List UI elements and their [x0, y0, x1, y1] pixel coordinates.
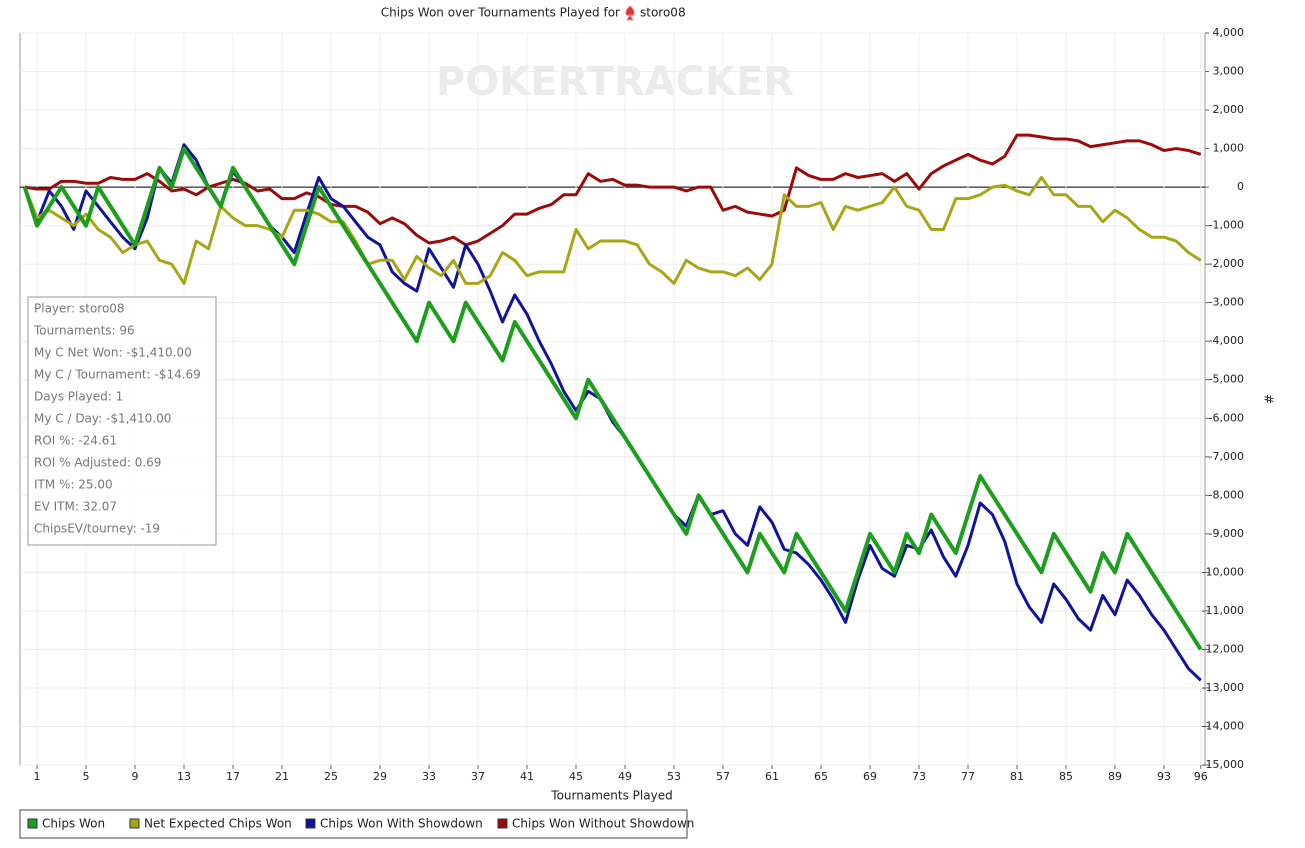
y-tick-label: -11,000 [1202, 604, 1244, 617]
y-tick-label: -2,000 [1209, 257, 1244, 270]
y-tick-label: -15,000 [1202, 758, 1244, 771]
series-line [22, 146, 1203, 651]
legend-swatch [305, 818, 316, 829]
stat-line: Tournaments: 96 [33, 324, 135, 338]
x-axis-label: Tournaments Played [550, 789, 672, 803]
stat-line: ROI %: -24.61 [34, 434, 117, 448]
y-tick-label: -13,000 [1202, 681, 1244, 694]
stat-line: My C Net Won: -$1,410.00 [34, 346, 192, 360]
y-tick-label: -6,000 [1209, 411, 1244, 424]
x-tick-label: 1 [34, 770, 41, 783]
stat-line: ITM %: 25.00 [34, 478, 113, 492]
x-tick-label: 77 [961, 770, 975, 783]
stat-line: My C / Day: -$1,410.00 [34, 412, 171, 426]
x-tick-label: 45 [569, 770, 583, 783]
x-tick-label: 5 [83, 770, 90, 783]
spade-icon [625, 5, 635, 21]
stat-line: Days Played: 1 [34, 390, 123, 404]
x-tick-label: 57 [716, 770, 730, 783]
y-tick-label: 1,000 [1213, 142, 1245, 155]
x-tick-label: 96 [1194, 770, 1208, 783]
x-tick-label: 89 [1108, 770, 1122, 783]
watermark: POKERTRACKER [436, 59, 794, 105]
y-tick-label: -10,000 [1202, 565, 1244, 578]
x-tick-label: 41 [520, 770, 534, 783]
legend-label: Chips Won [42, 817, 105, 831]
x-tick-label: 81 [1010, 770, 1024, 783]
plot-area [19, 32, 1206, 766]
chart-title: Chips Won over Tournaments Played for [381, 6, 620, 20]
x-tick-label: 61 [765, 770, 779, 783]
x-tick-label: 9 [132, 770, 139, 783]
x-tick-label: 85 [1059, 770, 1073, 783]
x-tick-label: 53 [667, 770, 681, 783]
y-tick-label: -9,000 [1209, 527, 1244, 540]
y-tick-label: -8,000 [1209, 488, 1244, 501]
x-tick-label: 17 [226, 770, 240, 783]
y-tick-label: -3,000 [1209, 296, 1244, 309]
x-tick-label: 37 [471, 770, 485, 783]
x-tick-label: 21 [275, 770, 289, 783]
stats-box [27, 296, 217, 546]
y-tick-label: 0 [1237, 180, 1244, 193]
stat-line: Player: storo08 [34, 302, 125, 316]
legend-label: Net Expected Chips Won [144, 817, 292, 831]
stat-line: ChipsEV/tourney: -19 [34, 522, 160, 536]
player-name: storo08 [640, 6, 686, 20]
legend-swatch [497, 818, 508, 829]
y-tick-label: 2,000 [1213, 103, 1245, 116]
series-line [24, 133, 1202, 247]
x-tick-label: 65 [814, 770, 828, 783]
stat-line: ROI % Adjusted: 0.69 [34, 456, 161, 470]
x-tick-label: 93 [1157, 770, 1171, 783]
x-tick-label: 49 [618, 770, 632, 783]
legend-label: Chips Won With Showdown [320, 817, 483, 831]
y-tick-label: -14,000 [1202, 719, 1244, 732]
x-tick-label: 29 [373, 770, 387, 783]
y-tick-label: -5,000 [1209, 373, 1244, 386]
legend-swatch [129, 818, 140, 829]
legend-label: Chips Won Without Showdown [512, 817, 694, 831]
y-tick-label: -4,000 [1209, 334, 1244, 347]
x-tick-label: 25 [324, 770, 338, 783]
y-tick-label: 4,000 [1213, 26, 1245, 39]
y-tick-label: -12,000 [1202, 642, 1244, 655]
x-tick-label: 69 [863, 770, 877, 783]
y-axis-label: # [1262, 394, 1276, 404]
stat-line: EV ITM: 32.07 [34, 500, 117, 514]
stat-line: My C / Tournament: -$14.69 [34, 368, 201, 382]
x-tick-label: 73 [912, 770, 926, 783]
y-tick-label: -1,000 [1209, 219, 1244, 232]
x-tick-label: 33 [422, 770, 436, 783]
y-tick-label: -7,000 [1209, 450, 1244, 463]
legend-swatch [27, 818, 38, 829]
y-tick-label: 3,000 [1213, 65, 1245, 78]
x-tick-label: 13 [177, 770, 191, 783]
